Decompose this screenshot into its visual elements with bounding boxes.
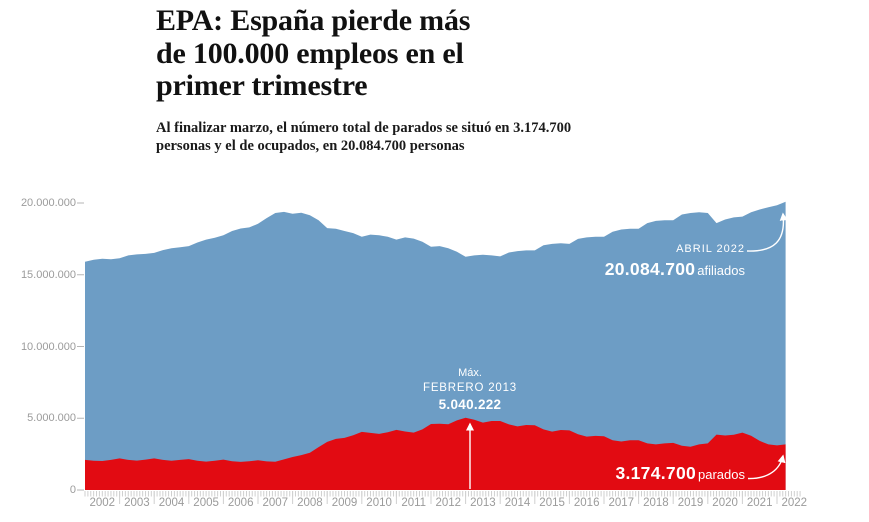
afiliados-date-label: ABRIL 2022	[676, 243, 745, 255]
y-axis-label: 20.000.000	[20, 197, 76, 209]
parados-area	[85, 417, 786, 490]
max-date-label: FEBRERO 2013	[423, 382, 517, 394]
x-axis-label-2006: 2006	[227, 497, 254, 509]
afiliados-arrow	[746, 212, 788, 252]
x-axis-label-2009: 2009	[331, 497, 358, 509]
annotation-max-parados: Máx. FEBRERO 2013 5.040.222	[395, 367, 545, 412]
annotation-parados: 3.174.700 parados	[615, 463, 745, 484]
annotation-afiliados: ABRIL 2022 20.084.700 afiliados	[605, 243, 745, 280]
max-value: 5.040.222	[438, 397, 502, 412]
area-series	[85, 201, 786, 491]
x-axis-label-2014: 2014	[504, 497, 531, 509]
x-axis-label-2018: 2018	[643, 497, 669, 509]
y-axis-label: 5.000.000	[27, 412, 76, 425]
annotation-arrows	[466, 212, 788, 489]
x-axis-label-2022: 2022	[781, 497, 808, 509]
x-axis-ticks	[84, 491, 801, 504]
x-axis-label-2008: 2008	[297, 497, 323, 509]
x-axis-label-2019: 2019	[677, 497, 704, 509]
y-axis-label: 10.000.000	[20, 340, 76, 353]
parados-unit-label: parados	[698, 467, 745, 482]
parados-value: 3.174.700	[615, 463, 697, 483]
x-axis-label-2020: 2020	[712, 497, 738, 509]
y-axis-label: 15.000.000	[20, 268, 76, 281]
y-axis-label: 0	[69, 484, 76, 496]
x-axis-label-2012: 2012	[435, 497, 462, 509]
x-axis-label-2010: 2010	[366, 497, 392, 509]
headline: EPA: España pierde más de 100.000 empleo…	[156, 4, 471, 102]
x-axis-label-2002: 2002	[89, 497, 116, 509]
parados-arrow	[747, 454, 786, 480]
afiliados-value: 20.084.700	[604, 259, 696, 279]
x-axis-label-2005: 2005	[193, 497, 219, 509]
x-axis-label-2021: 2021	[746, 497, 773, 509]
x-axis-label-2017: 2017	[608, 497, 635, 509]
afiliados-value-line: 20.084.700 afiliados	[605, 259, 745, 280]
subhead: Al finalizar marzo, el número total de p…	[156, 120, 572, 154]
x-axis-label-2011: 2011	[401, 497, 427, 509]
x-axis-label-2004: 2004	[158, 497, 185, 509]
max-label: Máx.	[458, 367, 482, 379]
afiliados-unit-label: afiliados	[697, 263, 745, 278]
y-axis-ticks	[77, 202, 84, 491]
x-axis-label-2007: 2007	[262, 497, 289, 509]
x-axis-label-2015: 2015	[539, 497, 565, 509]
x-axis-label-2013: 2013	[470, 497, 496, 509]
afiliados-area	[85, 201, 786, 491]
x-axis-label-2016: 2016	[573, 497, 600, 509]
x-axis-label-2003: 2003	[124, 497, 150, 509]
